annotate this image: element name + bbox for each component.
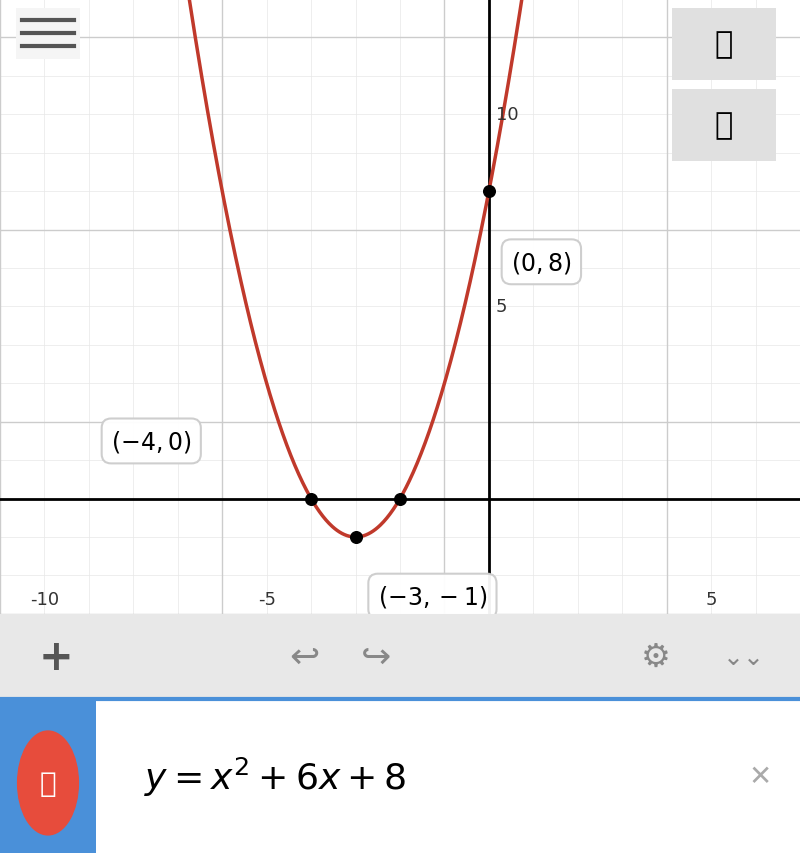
Text: -5: -5: [258, 590, 276, 608]
Text: 10: 10: [495, 106, 518, 125]
Text: ⚙: ⚙: [641, 641, 671, 673]
Text: 5: 5: [495, 298, 507, 316]
Point: [349, 531, 362, 544]
Text: -10: -10: [30, 590, 59, 608]
Circle shape: [18, 731, 78, 835]
Text: 1: 1: [14, 722, 23, 736]
Text: 🔧: 🔧: [715, 31, 733, 59]
Text: $(0, 8)$: $(0, 8)$: [511, 249, 572, 276]
Point: [394, 492, 406, 506]
Text: +: +: [38, 635, 74, 678]
Text: ↪: ↪: [361, 640, 391, 674]
Text: 𝒩: 𝒩: [40, 769, 56, 797]
Text: $(-4, 0)$: $(-4, 0)$: [111, 428, 191, 455]
Text: $(-3, -1)$: $(-3, -1)$: [378, 583, 487, 609]
Text: 🏠: 🏠: [715, 112, 733, 140]
Point: [482, 185, 495, 199]
Point: [305, 492, 318, 506]
Text: 5: 5: [706, 590, 717, 608]
Text: $y = x^2 + 6x + 8$: $y = x^2 + 6x + 8$: [144, 755, 406, 798]
Text: ↩: ↩: [289, 640, 319, 674]
Text: ⌄⌄: ⌄⌄: [723, 645, 765, 669]
Text: ✕: ✕: [748, 763, 772, 790]
